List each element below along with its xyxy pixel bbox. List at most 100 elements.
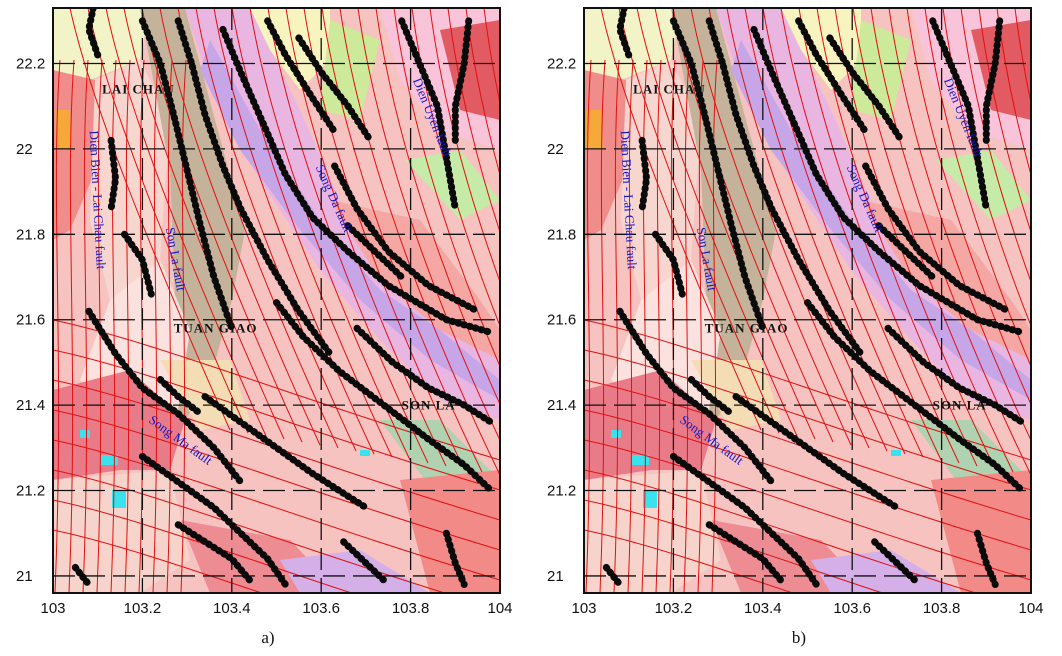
fault-line — [447, 8, 500, 234]
y-tick-label: 21.6 — [547, 312, 576, 329]
fault-line — [584, 439, 1031, 581]
fault-line — [636, 8, 798, 437]
fault-line — [744, 8, 906, 455]
geology-patch — [55, 110, 72, 150]
fault-line — [53, 529, 264, 593]
x-tick-label: 103.6 — [833, 600, 871, 617]
fault-line — [483, 8, 500, 105]
map-b: 103 103.2 103.4 103.6 103.8 104 21 21.2 21.4 21.6… — [547, 7, 1062, 647]
fault-line — [584, 469, 978, 593]
geology-patch — [811, 550, 961, 593]
y-tick-label: 22.2 — [16, 56, 45, 73]
fault-line — [978, 8, 1031, 234]
fault-line — [123, 8, 285, 440]
geology-layer — [584, 8, 1062, 593]
lineament-track — [795, 17, 870, 136]
fault-line — [195, 8, 357, 452]
lineament-track — [451, 17, 473, 144]
fault-line — [798, 8, 960, 464]
fault-line — [68, 59, 75, 593]
place-label: LAI CHAU — [633, 81, 706, 96]
lineament-track — [331, 162, 482, 315]
lineament-track — [705, 521, 785, 584]
fault-line — [152, 59, 159, 593]
lineament-track — [826, 34, 905, 144]
place-label: TUAN GIAO — [174, 321, 258, 336]
lineament-track — [669, 452, 820, 588]
x-tick-label: 103 — [40, 600, 65, 617]
lineament-track — [138, 452, 289, 588]
geology-patch — [671, 8, 776, 420]
lineament-track — [442, 529, 468, 588]
geology-patch — [140, 8, 245, 420]
lineaments — [602, 8, 1026, 588]
lineament-track — [929, 17, 990, 213]
lineament-track — [638, 136, 651, 213]
fault-line — [53, 499, 354, 593]
geology-patch — [891, 450, 901, 456]
x-tick-label: 103 — [571, 600, 596, 617]
lineament-track — [616, 8, 633, 59]
fault-line — [180, 59, 187, 593]
fault-line — [213, 8, 375, 455]
fault-line — [584, 379, 1031, 521]
lineament-track — [138, 17, 236, 332]
lineaments — [71, 8, 495, 588]
geology-patch — [631, 455, 649, 465]
lineament-track — [669, 17, 767, 332]
lineament-track — [871, 538, 919, 584]
y-tick-label: 21.4 — [16, 397, 45, 414]
geology-patch — [90, 60, 170, 300]
fault-line — [465, 8, 500, 177]
fault-line — [267, 8, 429, 464]
lineament-track — [344, 222, 406, 281]
fault-line — [1051, 8, 1062, 505]
fault-line — [599, 59, 606, 593]
x-tick-label: 103.2 — [655, 600, 693, 617]
lineament-track — [398, 17, 459, 213]
geology-patch — [280, 550, 430, 593]
fault-line — [105, 8, 267, 437]
fault-line — [584, 529, 795, 593]
map-panel-a: 103 103.2 103.4 103.6 103.8 104 21 21.2 21.4 21.6… — [0, 0, 531, 651]
fault-line — [82, 59, 89, 593]
geology-patch — [731, 40, 1031, 400]
lineament-track — [652, 230, 686, 298]
lineament-track — [156, 376, 204, 418]
geology-patch — [400, 470, 500, 593]
geology-patch — [586, 110, 603, 150]
fault-line — [53, 439, 500, 581]
fault-line — [906, 8, 1031, 406]
x-tick-label: 103.8 — [923, 600, 961, 617]
lineament-track — [982, 17, 1004, 144]
fault-line — [502, 8, 531, 502]
fault-line — [655, 59, 662, 593]
fault-line — [1033, 8, 1062, 502]
fault-line — [654, 8, 816, 440]
fault-line — [641, 59, 648, 593]
lineament-track — [85, 307, 245, 486]
y-tick-label: 21.4 — [547, 397, 576, 414]
lineament-track — [875, 222, 937, 281]
geology-patch — [931, 470, 1031, 593]
geology-patch — [584, 8, 681, 80]
fault-line — [584, 409, 1031, 551]
lineament-track — [273, 299, 495, 494]
fault-line — [96, 59, 103, 593]
fault-line — [1014, 8, 1031, 105]
lineament-track — [174, 521, 254, 584]
geology-patch — [100, 455, 118, 465]
lineament-track — [219, 25, 495, 336]
lineament-track — [602, 563, 624, 588]
lineament-track — [295, 34, 374, 144]
x-tick-label: 103.2 — [124, 600, 162, 617]
y-tick-label: 21.2 — [16, 483, 45, 500]
geology-patch — [611, 430, 621, 438]
lineament-track — [264, 17, 339, 136]
place-label: SON LA — [933, 397, 987, 412]
fault-line — [69, 8, 231, 431]
panel-caption: b) — [792, 628, 806, 647]
lineament-track — [884, 324, 1026, 426]
geology-patch — [53, 8, 150, 80]
fault-line — [726, 8, 888, 452]
